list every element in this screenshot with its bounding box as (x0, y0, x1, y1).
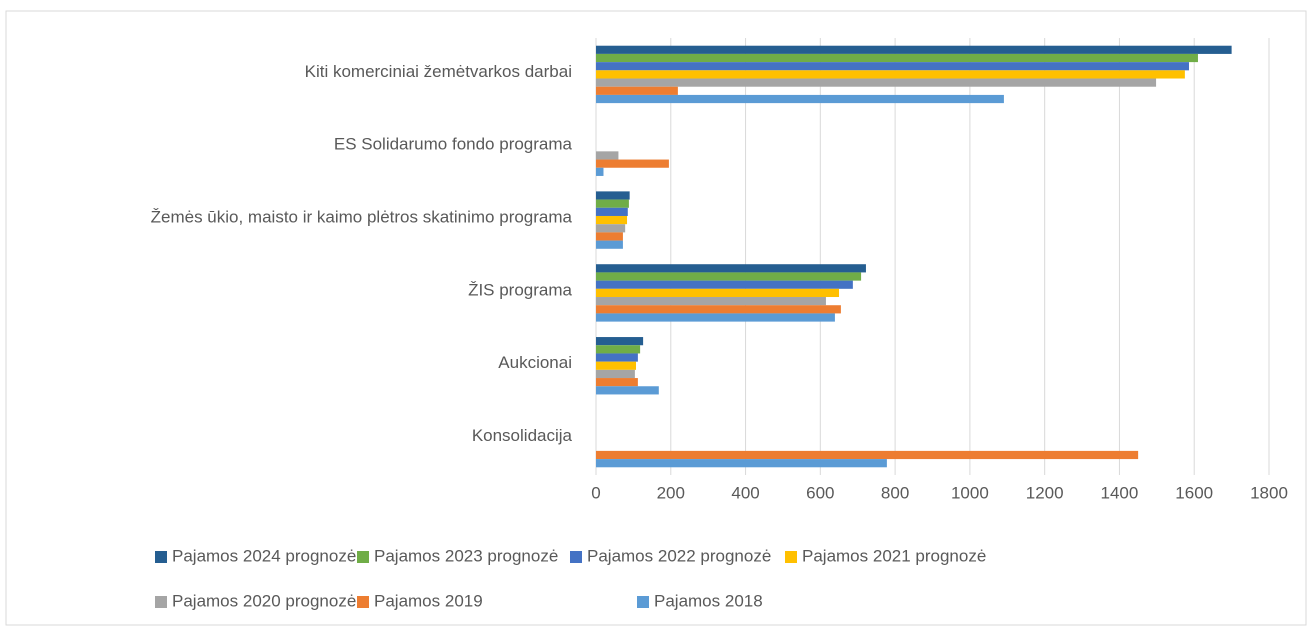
x-tick-label: 1600 (1175, 483, 1213, 502)
y-tick-label: ŽIS programa (468, 280, 572, 299)
bar (596, 53, 1198, 63)
bar (596, 159, 669, 168)
bar (596, 459, 887, 468)
bar (596, 207, 628, 216)
y-tick-label: Kiti komerciniai žemėtvarkos darbai (305, 62, 572, 81)
bar (596, 313, 835, 322)
bar (596, 45, 1232, 54)
bar (596, 151, 619, 160)
bar (596, 191, 630, 200)
x-tick-label: 600 (806, 483, 834, 502)
legend-swatch (155, 551, 167, 563)
x-tick-label: 0 (591, 483, 600, 502)
y-tick-label: Aukcionai (498, 353, 572, 372)
legend-swatch (357, 596, 369, 608)
x-tick-label: 200 (657, 483, 685, 502)
bar (596, 199, 629, 208)
bar (596, 305, 841, 314)
legend-label: Pajamos 2024 prognozė (172, 546, 356, 565)
legend-label: Pajamos 2023 prognozė (374, 546, 558, 565)
y-tick-label: Konsolidacija (472, 426, 573, 445)
bar (596, 345, 641, 354)
x-tick-label: 1800 (1250, 483, 1288, 502)
bar (596, 86, 678, 95)
bar (596, 297, 826, 306)
bar (596, 450, 1139, 460)
bar (596, 280, 853, 289)
x-tick-label: 1000 (951, 483, 989, 502)
bar (596, 353, 638, 362)
bar (596, 288, 840, 298)
legend-swatch (785, 551, 797, 563)
bar (596, 224, 626, 233)
bar (596, 78, 1157, 87)
bar (596, 215, 628, 225)
legend-label: Pajamos 2022 prognozė (587, 546, 771, 565)
legend-swatch (637, 596, 649, 608)
x-tick-label: 1200 (1026, 483, 1064, 502)
legend-label: Pajamos 2018 (654, 591, 763, 610)
legend-label: Pajamos 2020 prognozė (172, 591, 356, 610)
bar (596, 369, 635, 379)
x-tick-label: 1400 (1101, 483, 1139, 502)
bar (596, 62, 1189, 71)
bar (596, 386, 659, 395)
x-tick-label: 400 (731, 483, 759, 502)
bar (596, 70, 1185, 79)
bar (596, 94, 1004, 104)
bar (596, 361, 637, 370)
bar (596, 232, 623, 241)
bar (596, 378, 638, 387)
legend-swatch (155, 596, 167, 608)
x-tick-label: 800 (881, 483, 909, 502)
legend-swatch (357, 551, 369, 563)
legend-label: Pajamos 2021 prognozė (802, 546, 986, 565)
y-tick-label: ES Solidarumo fondo programa (334, 135, 573, 154)
bar (596, 167, 604, 176)
bar (596, 272, 862, 281)
legend-label: Pajamos 2019 (374, 591, 483, 610)
bar (596, 240, 623, 249)
y-tick-label: Žemės ūkio, maisto ir kaimo plėtros skat… (151, 208, 573, 227)
bar (596, 337, 644, 346)
bar (596, 264, 866, 273)
legend-swatch (570, 551, 582, 563)
